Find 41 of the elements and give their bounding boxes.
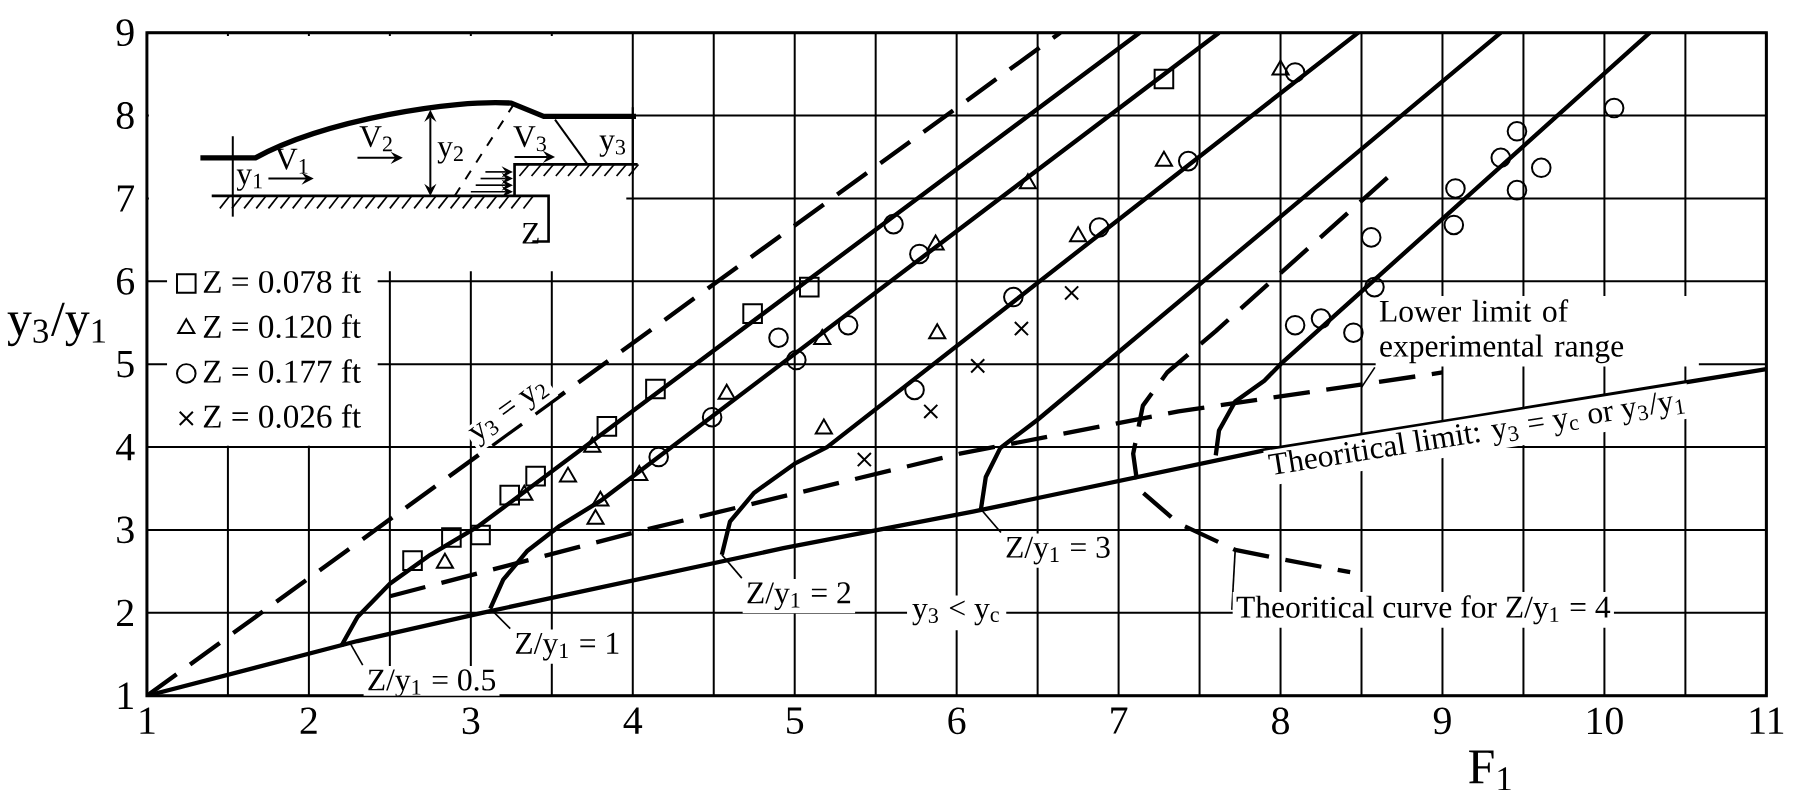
y-tick-label: 4 [116,434,135,461]
annotation: Z/y$_{1}$ = 1 [515,632,619,661]
y-tick-label: 5 [117,351,134,378]
annotation: Z/y$_{1}$ = 3 [1006,536,1110,565]
x-tick-label: 3 [462,707,480,735]
annotation: y$_{3}$ < y$_{c}$ [912,600,999,626]
legend-label: Z = 0.026 ft [203,404,361,429]
y-tick-label: 7 [117,185,135,212]
x-tick-label: 9 [1433,707,1451,735]
annotation: y$_{3}$ [599,135,626,157]
x-tick-label: 6 [948,707,966,735]
y-tick-label: 9 [116,19,134,47]
x-tick-label: 11 [1750,707,1784,734]
y-tick-label: 2 [117,599,133,627]
annotation: Z [522,223,539,244]
annotation: Z/y$_{1}$ = 0.5 [368,669,496,698]
annotation: Lower limit of experimental range [1379,299,1624,364]
y-tick-label: 3 [117,516,134,544]
annotation: Theoritical limit: y$_{3}$ = y$_{c}$ or y$_{3}$/y$_{1}$ [1267,392,1686,475]
annotation: V$_{3}$ [513,126,546,152]
x-tick-label: 2 [300,707,317,734]
x-tick-label: 1 [140,707,155,734]
y-axis-title: y$_{3}$/y$_{1}$ [7,302,106,347]
annotation: Z/y$_{1}$ = 2 [747,582,851,611]
x-axis-title: F$_{1}$ [1469,750,1511,790]
x-tick-label: 7 [1111,707,1128,734]
y-tick-label: 6 [117,268,135,295]
legend-label: Z = 0.177 ft [203,359,361,384]
annotation: V$_{2}$ [359,126,392,152]
x-tick-label: 8 [1272,707,1289,735]
x-tick-label: 10 [1587,707,1623,735]
y-tick-label: 8 [116,102,134,130]
annotation: Theoritical curve for Z/y$_{1}$ = 4 [1236,595,1611,625]
annotation: y$_{3}$ = y$_{2}$ [468,384,550,448]
y-tick-label: 1 [118,682,133,710]
annotation: y$_{2}$ [437,142,463,164]
x-tick-label: 4 [623,707,643,734]
x-tick-label: 5 [787,707,804,735]
legend-label: Z = 0.120 ft [203,314,361,339]
annotation: V$_{1}$ [275,148,308,174]
annotation: y$_{1}$ [236,169,262,191]
